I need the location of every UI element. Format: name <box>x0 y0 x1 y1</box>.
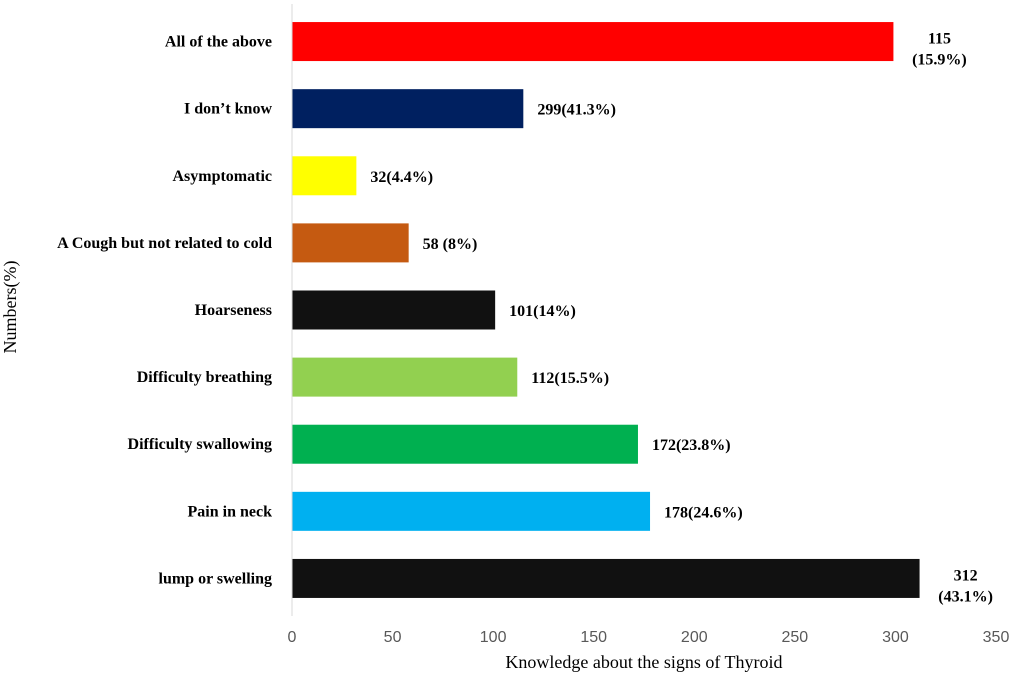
category-label: lump or swelling <box>159 570 273 587</box>
category-label: A Cough but not related to cold <box>57 235 272 252</box>
bar <box>292 22 894 62</box>
x-tick-label: 200 <box>681 629 708 646</box>
x-tick-label: 250 <box>782 629 809 646</box>
x-tick-label: 150 <box>580 629 607 646</box>
category-label: Difficulty swallowing <box>128 436 272 453</box>
category-label: Pain in neck <box>188 503 273 520</box>
data-label: 299(41.3%) <box>537 102 616 119</box>
data-label: 115 (15.9%) <box>912 31 967 69</box>
data-label: 101(14%) <box>509 303 576 320</box>
x-tick-label: 300 <box>882 629 909 646</box>
bar <box>292 290 496 330</box>
data-labels-group: 115 (15.9%) 299(41.3%) 32(4.4%) 58 (8%) 101(1… <box>370 31 993 606</box>
data-label: 32(4.4%) <box>370 169 433 186</box>
x-axis-title: Knowledge about the signs of Thyroid <box>505 652 782 672</box>
data-label: 58 (8%) <box>423 236 478 253</box>
bar <box>292 558 920 598</box>
data-label: 312 (43.1%) <box>938 567 993 605</box>
bar <box>292 357 518 397</box>
category-label: I don’t know <box>184 101 272 118</box>
bar <box>292 156 357 196</box>
bar <box>292 424 638 464</box>
data-label: 112(15.5%) <box>531 370 609 387</box>
bars-group <box>292 22 920 598</box>
category-labels-group: All of the above I don’t know Asymptomatic… <box>57 34 272 588</box>
x-tick-label: 50 <box>384 629 402 646</box>
x-tick-label: 350 <box>983 629 1010 646</box>
data-label: 178(24.6%) <box>664 504 743 521</box>
bar <box>292 223 409 263</box>
bar <box>292 89 524 129</box>
category-label: Asymptomatic <box>172 168 272 185</box>
category-label: Hoarseness <box>195 302 272 319</box>
x-tick-label: 100 <box>480 629 507 646</box>
y-axis-title: Numbers(%) <box>0 261 21 354</box>
bar <box>292 491 651 531</box>
x-tick-label: 0 <box>288 629 297 646</box>
category-label: Difficulty breathing <box>137 369 272 386</box>
data-label: 172(23.8%) <box>652 437 731 454</box>
category-label: All of the above <box>165 34 272 51</box>
x-tick-labels-group: 0 50 100 150 200 250 300 350 <box>288 629 1010 646</box>
